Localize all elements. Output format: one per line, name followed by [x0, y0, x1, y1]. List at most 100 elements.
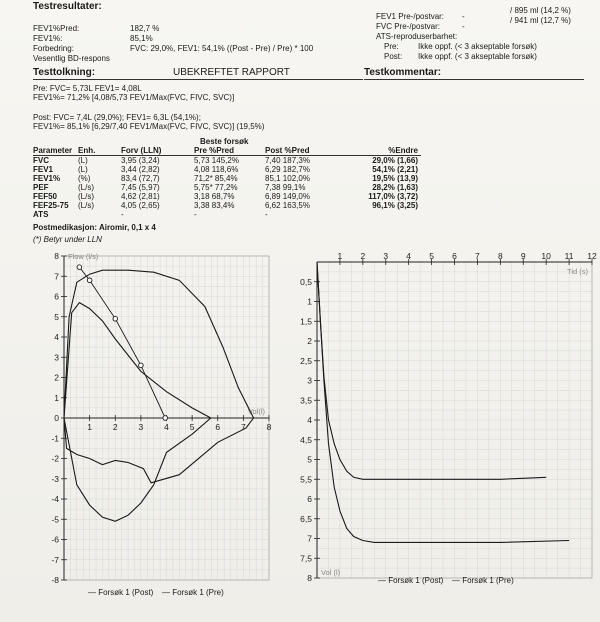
results-title: Testresultater:: [33, 1, 102, 12]
y-tick-label: 6: [54, 292, 59, 302]
x-tick-label: 6: [215, 422, 220, 432]
value-cell: 6,62 163,5%: [265, 201, 310, 210]
comment-rule: [364, 79, 584, 80]
improvement-value: FVC: 29,0%, FEV1: 54,1% ((Post - Pre) / …: [130, 44, 314, 53]
header-cell: Post %Pred: [265, 146, 310, 155]
y-tick-label: -4: [51, 494, 59, 504]
value-cell: 3,44 (2,82): [121, 165, 160, 174]
footnote: (*) Betyr under LLN: [33, 235, 102, 244]
y-tick-label: 6: [307, 494, 312, 504]
y-tick-label: 5,5: [300, 474, 312, 484]
y-axis-label: Vol (l): [321, 568, 341, 577]
value-cell: 5,75* 77,2%: [194, 183, 238, 192]
x-tick-label: 4: [406, 251, 411, 261]
post-summary-line2: FEV1%= 85,1% [6,29/7,40 FEV1/Max(FVC, FI…: [33, 122, 265, 131]
y-tick-label: 3: [307, 376, 312, 386]
series-line-pre: [63, 301, 212, 522]
fvc-prepost-value: / 941 ml (12,7 %): [510, 16, 571, 25]
x-tick-label: 2: [113, 422, 118, 432]
ats-label: ATS-reproduserbarhet:: [376, 32, 458, 41]
parameter-cell: FVC: [33, 156, 49, 165]
value-cell: 7,40 187,3%: [265, 156, 310, 165]
predicted-line: [79, 266, 166, 419]
y-tick-label: -5: [51, 514, 59, 524]
results-table: Parameter Enh. Forv (LLN) Pre %Pred Post…: [33, 146, 421, 219]
y-tick-label: 0: [54, 413, 59, 423]
x-tick-label: 5: [190, 422, 195, 432]
interpretation-rule: [33, 79, 363, 80]
value-cell: 54,1% (2,21): [372, 165, 418, 174]
x-tick-label: 2: [360, 251, 365, 261]
parameter-cell: FEF50: [33, 192, 58, 201]
y-tick-label: 2: [54, 373, 59, 383]
table-row: PEF (L/s) 7,45 (5,97) 5,75* 77,2% 7,38 99,1%…: [33, 183, 421, 192]
flow-volume-chart: 1 2 3 4 5 6 7 8 8 7 6 5 4 3 2 1 0 -1 -2 -3 -4 -5 -6 -7 -8 Vol(l) F…: [51, 251, 272, 585]
value-cell: 83,4 (72,7): [121, 174, 160, 183]
y-tick-label: 7: [54, 271, 59, 281]
medication: Postmedikasjon: Airomir, 0,1 x 4: [33, 223, 156, 232]
results-table-header: Parameter Enh. Forv (LLN) Pre %Pred Post…: [33, 146, 421, 156]
legend-post-left: — Forsøk 1 (Post): [88, 588, 154, 597]
value-cell: 4,62 (2,81): [121, 192, 160, 201]
value-cell: 6,29 182,7%: [265, 165, 310, 174]
fev1-pct-label: FEV1%:: [33, 34, 63, 43]
fev1-prepost-value: / 895 ml (14,2 %): [510, 6, 571, 15]
value-cell: 71,2* 85,4%: [194, 174, 238, 183]
value-cell: 5,73 145,2%: [194, 156, 239, 165]
fev1-pct-pred-label: FEV1%Pred:: [33, 24, 80, 33]
value-cell: -: [194, 210, 197, 219]
y-tick-label: 0,5: [300, 277, 312, 287]
y-tick-label: -6: [51, 535, 59, 545]
x-tick-label: 12: [587, 251, 597, 261]
value-cell: 117,0% (3,72): [368, 192, 418, 201]
legend-post-right: — Forsøk 1 (Post): [378, 576, 444, 585]
header-cell: Pre %Pred: [194, 146, 235, 155]
series-line-post: [63, 269, 255, 484]
value-cell: 19,5% (13,9): [372, 174, 418, 183]
x-tick-label: 4: [164, 422, 169, 432]
value-cell: (L/s): [78, 201, 94, 210]
parameter-cell: FEV1%: [33, 174, 61, 183]
y-tick-label: 5: [307, 455, 312, 465]
improvement-label: Forbedring:: [33, 44, 74, 53]
x-tick-label: 5: [429, 251, 434, 261]
x-tick-label: 8: [267, 422, 272, 432]
value-cell: (L): [78, 156, 88, 165]
pre-summary-line2: FEV1%= 71,2% [4,08/5,73 FEV1/Max(FVC, FI…: [33, 93, 235, 102]
series-line-post: [316, 261, 570, 543]
value-cell: (%): [78, 174, 91, 183]
y-tick-label: 2,5: [300, 356, 312, 366]
x-axis-label: Vol(l): [248, 407, 266, 416]
x-tick-label: 10: [541, 251, 551, 261]
value-cell: 3,38 83,4%: [194, 201, 235, 210]
value-cell: 96,1% (3,25): [372, 201, 418, 210]
table-row: FEV1 (L) 3,44 (2,82) 4,08 118,6% 6,29 182,7%…: [33, 165, 421, 174]
fvc-prepost-dash: -: [462, 22, 465, 31]
y-tick-label: 3: [54, 352, 59, 362]
predicted-marker: [112, 316, 118, 322]
y-tick-label: 8: [307, 573, 312, 583]
ats-post-value: Ikke oppf. (< 3 akseptable forsøk): [418, 52, 537, 61]
parameter-cell: FEF25-75: [33, 201, 69, 210]
header-cell: %Endre: [388, 146, 418, 155]
x-tick-label: 1: [338, 251, 343, 261]
value-cell: 7,38 99,1%: [265, 183, 306, 192]
y-tick-label: -1: [51, 433, 59, 443]
x-axis-label: Tid (s): [567, 267, 588, 276]
ats-pre-value: Ikke oppf. (< 3 akseptable forsøk): [418, 42, 537, 51]
value-cell: (L/s): [78, 192, 94, 201]
x-tick-label: 1: [87, 422, 92, 432]
value-cell: 28,2% (1,63): [372, 183, 418, 192]
y-axis-label: Flow (l/s): [68, 252, 99, 261]
x-tick-label: 7: [475, 251, 480, 261]
y-tick-label: 3,5: [300, 395, 312, 405]
value-cell: 3,18 68,7%: [194, 192, 235, 201]
legend-pre-right: — Forsøk 1 (Pre): [452, 576, 514, 585]
parameter-cell: PEF: [33, 183, 49, 192]
value-cell: 6,89 149,0%: [265, 192, 310, 201]
fev1-pct-value: 85,1%: [130, 34, 153, 43]
table-row: FEF25-75 (L/s) 4,05 (2,65) 3,38 83,4% 6,62 1…: [33, 201, 421, 210]
x-tick-label: 8: [498, 251, 503, 261]
volume-time-chart: 1 2 3 4 5 6 7 8 9 10 11 120,511,522,533,544,555,566…: [300, 251, 597, 583]
